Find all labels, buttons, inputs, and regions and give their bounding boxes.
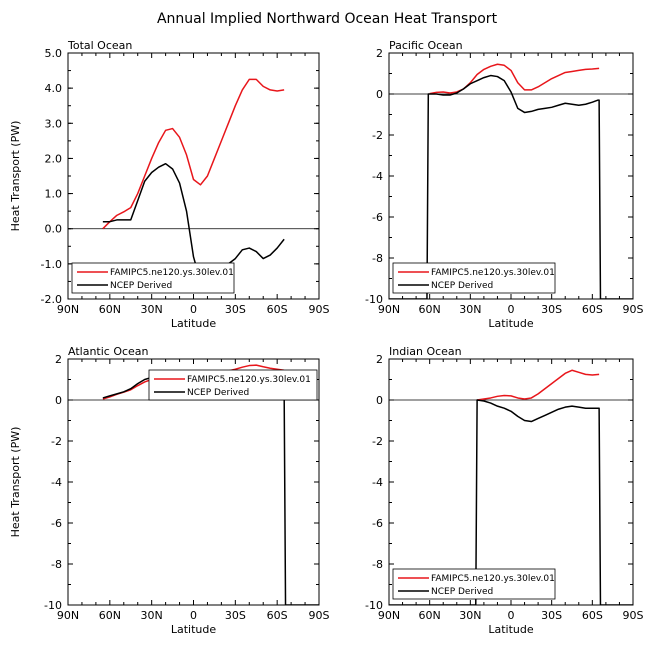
y-tick-label: 2: [376, 47, 383, 60]
y-tick-label: -10: [365, 599, 383, 612]
panel-indian: Indian Ocean 90N 60N 30N 0 30S 60S 90S -10 -8 -6 -4…: [365, 345, 643, 636]
ncep-series-line: [102, 375, 319, 605]
ncep-series-line: [389, 399, 633, 605]
figure-title: Annual Implied Northward Ocean Heat Tran…: [157, 11, 498, 27]
ncep-series-line: [389, 74, 633, 299]
legend-ncep-label: NCEP Derived: [187, 388, 249, 398]
x-tick-label: 90S: [309, 303, 330, 316]
x-axis-label: Latitude: [171, 317, 217, 330]
x-tick-label: 60N: [419, 609, 441, 622]
x-tick-label: 60N: [419, 303, 441, 316]
x-tick-label: 90N: [57, 303, 79, 316]
x-tick-label: 30S: [225, 303, 246, 316]
y-tick-label: -8: [51, 558, 62, 571]
legend-box: [392, 262, 556, 294]
y-axis-label: Heat Transport (PW): [9, 121, 22, 232]
x-tick-label: 30S: [541, 609, 562, 622]
legend-model-label: FAMIPC5.ne120.ys.30lev.01: [431, 574, 555, 584]
y-tick-label: -4: [372, 476, 383, 489]
y-axis-label: Heat Transport (PW): [9, 427, 22, 538]
y-tick-label: 4.0: [45, 82, 63, 95]
x-tick-label: 30S: [541, 303, 562, 316]
panel-title: Pacific Ocean: [389, 39, 463, 52]
y-tick-label: 0: [55, 394, 62, 407]
y-tick-label: 0: [376, 394, 383, 407]
x-axis-label: Latitude: [488, 623, 534, 636]
y-tick-label: -6: [372, 517, 383, 530]
legend-ncep-label: NCEP Derived: [110, 281, 172, 291]
legend-model-label: FAMIPC5.ne120.ys.30lev.01: [187, 375, 311, 385]
y-tick-label: -6: [51, 517, 62, 530]
y-tick-label: 2: [55, 353, 62, 366]
x-axis-label: Latitude: [488, 317, 534, 330]
y-tick-label: -4: [372, 170, 383, 183]
legend-model-label: FAMIPC5.ne120.ys.30lev.01: [431, 268, 555, 278]
y-tick-label: -6: [372, 211, 383, 224]
y-tick-label: -2: [372, 129, 383, 142]
x-tick-label: 30N: [141, 609, 163, 622]
x-tick-label: 90N: [378, 609, 400, 622]
model-series-line: [102, 78, 285, 230]
y-tick-label: -1.0: [41, 258, 62, 271]
y-tick-label: -2: [372, 435, 383, 448]
y-tick-label: -8: [372, 558, 383, 571]
panel-title: Total Ocean: [67, 39, 132, 52]
y-tick-label: -4: [51, 476, 62, 489]
y-tick-label: -8: [372, 252, 383, 265]
panel-title: Atlantic Ocean: [68, 345, 149, 358]
x-tick-label: 90S: [309, 609, 330, 622]
legend: FAMIPC5.ne120.ys.30lev.01 NCEP Derived: [392, 262, 556, 294]
x-tick-label: 0: [508, 303, 515, 316]
x-tick-label: 0: [508, 609, 515, 622]
x-tick-label: 30N: [459, 303, 481, 316]
y-tick-label: 0: [376, 88, 383, 101]
x-tick-label: 60N: [99, 303, 121, 316]
x-axis-label: Latitude: [171, 623, 217, 636]
model-series-line: [429, 63, 600, 95]
x-tick-label: 30N: [459, 609, 481, 622]
x-tick-label: 60S: [582, 609, 603, 622]
model-series-line: [476, 369, 600, 401]
x-tick-label: 90S: [623, 609, 644, 622]
x-tick-label: 60S: [267, 609, 288, 622]
x-tick-label: 0: [190, 609, 197, 622]
legend-ncep-label: NCEP Derived: [431, 281, 493, 291]
x-tick-label: 30S: [225, 609, 246, 622]
ncep-series-line: [102, 162, 285, 288]
y-tick-label: 1.0: [45, 188, 63, 201]
panel-title: Indian Ocean: [389, 345, 462, 358]
y-tick-label: -2.0: [41, 293, 62, 306]
y-tick-label: -2: [51, 435, 62, 448]
legend-ncep-label: NCEP Derived: [431, 587, 493, 597]
legend: FAMIPC5.ne120.ys.30lev.01 NCEP Derived: [148, 369, 318, 401]
plot-frame: [388, 52, 634, 300]
y-tick-label: 5.0: [45, 47, 63, 60]
legend: FAMIPC5.ne120.ys.30lev.01 NCEP Derived: [71, 262, 235, 294]
legend-box: [148, 369, 318, 401]
y-tick-label: 2.0: [45, 152, 63, 165]
x-tick-label: 0: [190, 303, 197, 316]
legend-box: [71, 262, 235, 294]
x-tick-label: 90S: [623, 303, 644, 316]
y-tick-label: -10: [365, 293, 383, 306]
x-tick-label: 60S: [582, 303, 603, 316]
legend-model-label: FAMIPC5.ne120.ys.30lev.01: [110, 268, 234, 278]
y-tick-label: 3.0: [45, 117, 63, 130]
x-tick-label: 30N: [141, 303, 163, 316]
panel-atlantic: Atlantic Ocean 90N 60N 30N 0 30S 60S 90S -10 -8 -6…: [9, 345, 330, 636]
y-tick-label: 2: [376, 353, 383, 366]
x-tick-label: 60N: [99, 609, 121, 622]
panel-total: Total Ocean 90N 60N 30N 0 30S 60S 90S -2.0 -1.0 0.…: [9, 39, 330, 330]
y-tick-label: -10: [44, 599, 62, 612]
legend: FAMIPC5.ne120.ys.30lev.01 NCEP Derived: [392, 568, 556, 600]
y-tick-label: 0.0: [45, 223, 63, 236]
panel-pacific: Pacific Ocean 90N 60N 30N 0 30S 60S 90S -10 -8 -6 -…: [365, 39, 643, 330]
x-tick-label: 90N: [57, 609, 79, 622]
x-tick-label: 60S: [267, 303, 288, 316]
x-tick-label: 90N: [378, 303, 400, 316]
legend-box: [392, 568, 556, 600]
